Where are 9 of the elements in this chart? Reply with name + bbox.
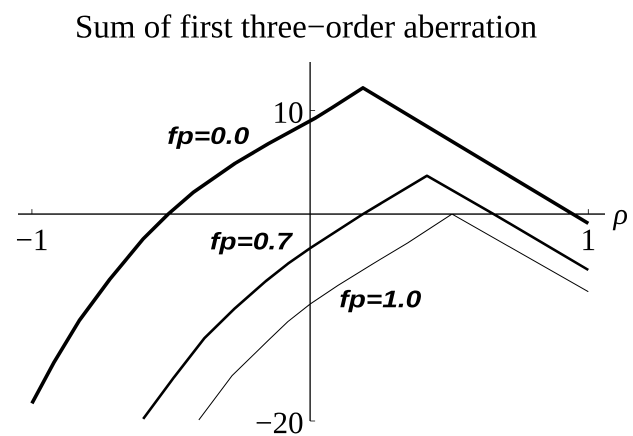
y-tick-label: 10 — [275, 102, 302, 124]
series-label: fp=0.0 — [168, 126, 249, 149]
x-tick-label: −1 — [16, 230, 47, 250]
chart-title: Sum of first three−order aberration — [77, 14, 537, 38]
y-tick-label: −20 — [256, 412, 302, 434]
x-tick-label: 1 — [583, 230, 594, 250]
series-label: fp=1.0 — [340, 290, 421, 312]
series-label: fp=0.7 — [210, 232, 293, 254]
x-axis-title: ρ — [612, 210, 628, 230]
